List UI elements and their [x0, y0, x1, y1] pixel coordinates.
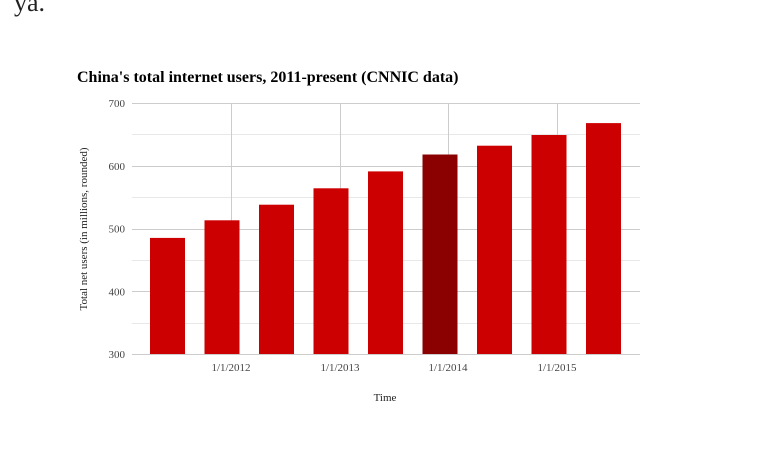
- y-tick-label: 600: [109, 161, 126, 173]
- x-axis-tick-labels: 1/1/2012 1/1/2013 1/1/2014 1/1/2015: [211, 362, 577, 374]
- x-tick-label: 1/1/2012: [211, 362, 250, 374]
- y-tick-label: 700: [109, 98, 126, 110]
- bar: [259, 204, 294, 354]
- bar: [531, 135, 567, 354]
- bar: [586, 123, 621, 354]
- x-tick-label: 1/1/2013: [320, 362, 360, 374]
- y-axis-label: Total net users (in millions, rounded): [78, 147, 90, 310]
- x-tick-label: 1/1/2015: [537, 362, 577, 374]
- bar: [204, 220, 240, 354]
- chart-title: China's total internet users, 2011-prese…: [77, 69, 458, 86]
- bar-series: [150, 123, 621, 354]
- bar: [477, 145, 512, 354]
- bar: [422, 154, 458, 354]
- x-axis-label: Time: [374, 392, 397, 404]
- top-text-fragment: ya.: [14, 0, 46, 17]
- y-tick-label: 400: [109, 286, 126, 298]
- y-tick-label: 500: [109, 224, 126, 236]
- y-axis-tick-labels: 300 400 500 600 700: [109, 98, 126, 361]
- bar: [150, 237, 185, 354]
- bar: [313, 188, 349, 354]
- x-tick-label: 1/1/2014: [428, 362, 468, 374]
- y-tick-label: 300: [109, 349, 126, 361]
- bar: [368, 171, 403, 354]
